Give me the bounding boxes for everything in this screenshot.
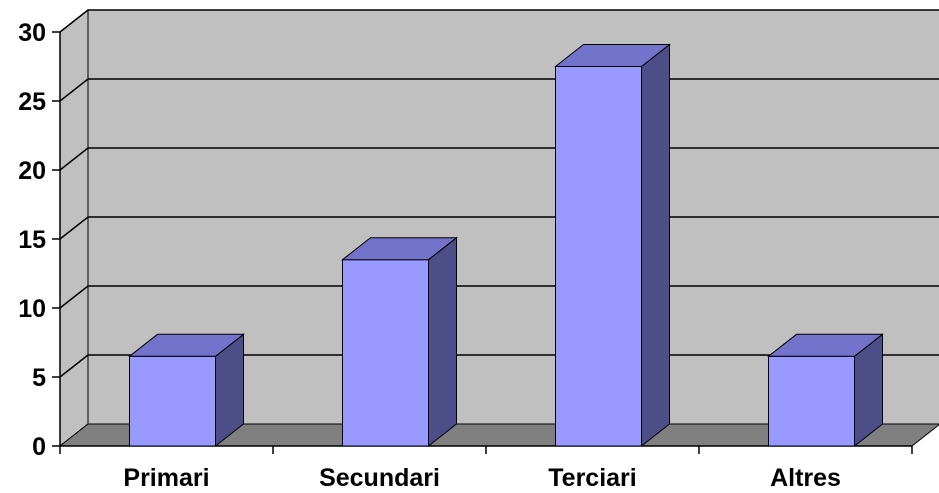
y-axis-tick-labels: 0 5 10 15 20 25 30 <box>18 19 46 461</box>
y-tick-label-30: 30 <box>18 19 46 47</box>
x-label-altres: Altres <box>770 464 841 492</box>
y-tick-label-25: 25 <box>18 88 46 116</box>
bar-front <box>342 259 429 447</box>
bar-top <box>341 237 458 261</box>
bar-primari <box>128 333 245 448</box>
bar-front <box>768 355 855 447</box>
bar-side <box>428 236 457 448</box>
x-label-terciari: Terciari <box>548 464 636 492</box>
bar-terciari <box>554 43 671 448</box>
x-label-primari: Primari <box>123 464 209 492</box>
x-label-secundari: Secundari <box>319 464 440 492</box>
bar-secundari <box>341 236 458 448</box>
y-tick-label-5: 5 <box>32 364 46 392</box>
y-tick-label-15: 15 <box>18 226 46 254</box>
bar-altres <box>767 333 884 448</box>
bar-top <box>128 333 245 357</box>
gridline-30 <box>59 9 939 33</box>
bar-front <box>129 355 216 447</box>
x-axis-category-labels: Primari Secundari Terciari Altres <box>123 464 841 492</box>
bars <box>128 43 884 448</box>
y-tick-label-0: 0 <box>32 433 46 461</box>
bar-front <box>555 66 642 447</box>
bar-top <box>767 333 884 357</box>
bar-top <box>554 44 671 67</box>
y-tick-label-20: 20 <box>18 157 46 185</box>
bar-side <box>641 43 670 448</box>
y-tick-label-10: 10 <box>18 295 46 323</box>
